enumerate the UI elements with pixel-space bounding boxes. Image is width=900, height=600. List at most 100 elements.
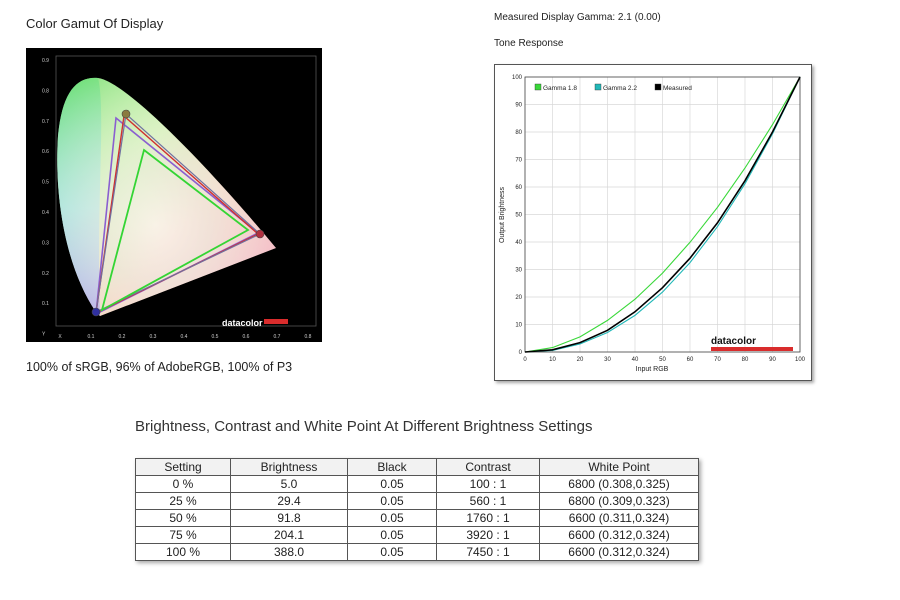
gamut-y-tick-label: 0.8 [42,88,49,94]
tone-legend-label: Measured [663,85,692,92]
blue-primary-marker [91,307,101,317]
gamut-frame [55,55,317,327]
measured-gamma-label: Measured Display Gamma: 2.1 (0.00) [494,12,661,23]
table-row: 50 % 91.8 0.05 1760 : 1 6600 (0.311,0.324) [135,509,699,527]
gamut-x-ticks: X 0.1 0.2 0.3 0.4 0.5 0.6 0.7 0.8 [58,334,311,340]
tone-x-tick-label: 50 [659,357,666,363]
gamut-x-tick-label: 0.2 [119,334,126,340]
gamut-x-tick-label: 0.7 [274,334,281,340]
gamut-y-tick-label: 0.1 [42,301,49,307]
srgb-gamut-triangle [100,148,250,312]
gamut-x-tick-label: 0.5 [212,334,219,340]
gamut-x-tick-label: 0.3 [150,334,157,340]
tone-plot-frame [524,76,801,353]
table-cell: 388.0 [230,543,348,561]
gamut-y-tick-label: 0.6 [42,149,49,155]
gamut-brand-bar [264,319,288,324]
table-cell: 6600 (0.311,0.324) [539,509,699,527]
tone-legend-label: Gamma 2.2 [603,85,637,92]
header-contrast: Contrast [436,458,540,476]
tone-series-line-2 [524,76,801,353]
gamut-y-ticks: 0.9 0.8 0.7 0.6 0.5 0.4 0.3 0.2 0.1 Y [42,58,49,338]
tone-x-tick-label: 70 [714,357,721,363]
table-cell: 0 % [135,475,231,493]
table-cell: 6800 (0.308,0.325) [539,475,699,493]
table-cell: 6600 (0.312,0.324) [539,526,699,544]
table-cell: 0.05 [347,492,437,510]
tone-series-line-0 [524,76,801,353]
gamut-x-tick-label: 0.6 [243,334,250,340]
tone-x-tick-label: 80 [742,357,749,363]
tone-x-tick-label: 30 [604,357,611,363]
gamut-title: Color Gamut Of Display [26,16,164,31]
gamut-y-tick-label: 0.5 [42,180,49,186]
tone-y-tick-label: 40 [515,240,522,246]
table-header-row: Setting Brightness Black Contrast White … [135,458,699,476]
table-row: 100 % 388.0 0.05 7450 : 1 6600 (0.312,0.324) [135,543,699,561]
green-primary-marker [121,109,131,119]
table-cell: 100 : 1 [436,475,540,493]
tone-x-tick-label: 90 [769,357,776,363]
gamut-brand-label: datacolor [222,318,263,328]
table-row: 0 % 5.0 0.05 100 : 1 6800 (0.308,0.325) [135,475,699,493]
tone-y-axis-label: Output Brightness [499,186,506,243]
gamut-chart: 0.9 0.8 0.7 0.6 0.5 0.4 0.3 0.2 0.1 Y X 0.1 0.2 0.3 0… [26,48,322,342]
gamut-y-tick-label: 0.7 [42,119,49,125]
table-row: 25 % 29.4 0.05 560 : 1 6800 (0.309,0.323) [135,492,699,510]
tone-legend-swatch [594,83,602,91]
tone-x-tick-label: 0 [523,357,527,363]
tone-y-tick-label: 60 [515,185,522,191]
red-primary-marker [255,229,265,239]
tone-x-tick-label: 60 [687,357,694,363]
table-cell: 1760 : 1 [436,509,540,527]
header-setting: Setting [135,458,231,476]
gamut-x-tick-label: 0.1 [88,334,95,340]
table-cell: 3920 : 1 [436,526,540,544]
tone-y-tick-label: 30 [515,268,522,274]
gamut-y-tick-label: 0.4 [42,210,49,216]
gamut-x-tick-label: X [58,334,62,340]
tone-y-tick-label: 20 [515,295,522,301]
tone-y-tick-label: 100 [512,75,523,81]
gamut-y-tick-label: 0.9 [42,58,49,64]
tone-brand-bar [711,347,793,351]
tone-legend-label: Gamma 1.8 [543,85,577,92]
gamut-y-tick-label: Y [42,332,46,338]
gamut-y-tick-label: 0.2 [42,271,49,277]
tone-legend-swatch [654,83,662,91]
tone-y-tick-label: 50 [515,213,522,219]
table-title: Brightness, Contrast and White Point At … [135,418,593,435]
table-cell: 0.05 [347,526,437,544]
tone-series-line-1 [524,76,801,353]
table-cell: 29.4 [230,492,348,510]
table-cell: 6800 (0.309,0.323) [539,492,699,510]
gamut-caption: 100% of sRGB, 96% of AdobeRGB, 100% of P… [26,360,293,374]
tone-x-tick-label: 40 [632,357,639,363]
tone-response-title: Tone Response [494,38,564,49]
tone-y-tick-label: 80 [515,130,522,136]
table-cell: 0.05 [347,475,437,493]
tone-y-tick-label: 10 [515,323,522,329]
table-cell: 50 % [135,509,231,527]
brightness-table: Setting Brightness Black Contrast White … [135,458,699,561]
tone-x-tick-label: 10 [549,357,556,363]
table-cell: 560 : 1 [436,492,540,510]
gamut-y-tick-label: 0.3 [42,240,49,246]
tone-legend: Gamma 1.8 Gamma 2.2 Measured [534,83,692,92]
table-cell: 0.05 [347,509,437,527]
gamut-x-tick-label: 0.4 [181,334,188,340]
table-row: 75 % 204.1 0.05 3920 : 1 6600 (0.312,0.324) [135,526,699,544]
table-cell: 25 % [135,492,231,510]
header-brightness: Brightness [230,458,348,476]
header-black: Black [347,458,437,476]
tone-legend-swatch [534,83,542,91]
table-cell: 75 % [135,526,231,544]
table-cell: 204.1 [230,526,348,544]
tone-y-tick-label: 0 [519,350,523,356]
header-white-point: White Point [539,458,699,476]
tone-y-tick-label: 70 [515,158,522,164]
table-cell: 0.05 [347,543,437,561]
table-cell: 6600 (0.312,0.324) [539,543,699,561]
tone-response-chart: 0 0 10 10 20 20 30 30 40 40 50 50 60 60 70 70 80 80 90 90 10… [494,64,812,381]
tone-x-tick-label: 20 [577,357,584,363]
